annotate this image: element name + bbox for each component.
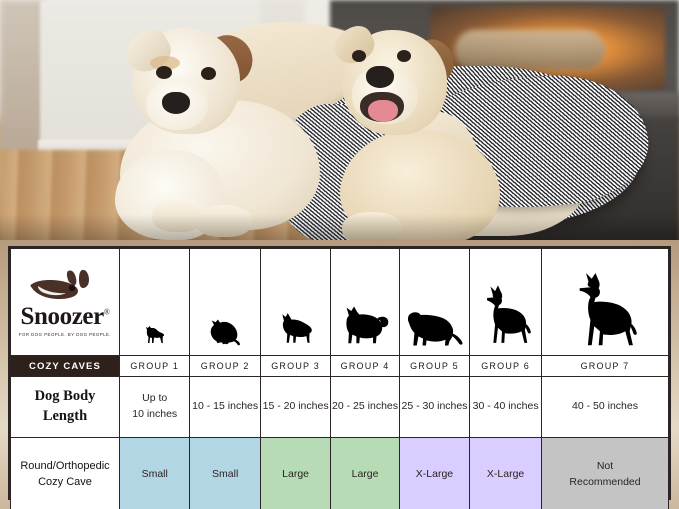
- silhouette-cell-group-7: [540, 248, 670, 356]
- brand-wordmark: Snoozer®: [21, 304, 110, 329]
- dog-body-length-row: Dog Body Length Up to 10 inches 10 - 15 …: [10, 376, 670, 438]
- boston-terrier-silhouette-icon: [261, 249, 330, 355]
- chart-frame-inner: Snoozer® FOR DOG PEOPLE. BY DOG PEOPLE.: [8, 246, 671, 509]
- recommendation-cell-7: Not Recommended: [540, 437, 670, 509]
- dog-right-eye-left: [352, 50, 366, 62]
- body-length-value-1-line-1: Up to: [142, 392, 168, 405]
- body-length-value-7: 40 - 50 inches: [540, 376, 670, 438]
- great-dane-silhouette-icon: [542, 249, 668, 355]
- silhouette-cell-group-2: [189, 248, 261, 356]
- body-length-value-4: 20 - 25 inches: [330, 376, 400, 438]
- body-length-value-5: 25 - 30 inches: [398, 376, 471, 438]
- group-header-4: GROUP 4: [330, 355, 400, 377]
- chihuahua-silhouette-icon: [120, 249, 189, 355]
- cozy-cave-recommendation-row: Round/Orthopedic Cozy Cave Small Small L…: [10, 437, 670, 509]
- recommendation-cell-1: Small: [118, 437, 191, 509]
- dog-left-eye-left: [156, 66, 172, 79]
- dog-right-nose: [366, 66, 394, 88]
- cozy-caves-header: COZY CAVES: [10, 355, 120, 377]
- dog-left-paw-2: [196, 205, 252, 237]
- dog-right-eye-right: [397, 50, 411, 62]
- dog-right-paw: [342, 212, 402, 243]
- row-label-line-2: Length: [42, 408, 88, 424]
- row-label-cozy-cave: Round/Orthopedic Cozy Cave: [10, 437, 120, 509]
- body-length-value-1-line-2: 10 inches: [132, 408, 178, 420]
- doberman-silhouette-icon: [470, 249, 541, 355]
- silhouette-cell-group-6: [469, 248, 542, 356]
- silhouette-row: Snoozer® FOR DOG PEOPLE. BY DOG PEOPLE.: [10, 248, 670, 356]
- dog-left-eye-right: [201, 67, 216, 80]
- hero-photo: [0, 0, 679, 243]
- recommendation-cell-7-line-2: Recommended: [569, 476, 641, 488]
- recommendation-cell-2: Small: [189, 437, 261, 509]
- body-length-value-6: 30 - 40 inches: [469, 376, 542, 438]
- row-label-line-1: Dog Body: [34, 388, 96, 405]
- registered-mark: ®: [103, 307, 110, 317]
- chart-frame: Snoozer® FOR DOG PEOPLE. BY DOG PEOPLE.: [0, 240, 679, 509]
- row-label-cc-line-1: Round/Orthopedic: [20, 460, 110, 473]
- group-header-row: COZY CAVES GROUP 1 GROUP 2 GROUP 3 GROUP…: [10, 355, 670, 377]
- silhouette-cell-group-3: [259, 248, 332, 356]
- dog-size-chart-table: Snoozer® FOR DOG PEOPLE. BY DOG PEOPLE.: [10, 248, 670, 509]
- group-header-3: GROUP 3: [259, 355, 332, 377]
- photo-vignette: [0, 0, 679, 243]
- group-header-6: GROUP 6: [469, 355, 542, 377]
- golden-retriever-silhouette-icon: [400, 249, 469, 355]
- brand-logo-cell: Snoozer® FOR DOG PEOPLE. BY DOG PEOPLE.: [10, 248, 120, 356]
- row-label-cc-line-2: Cozy Cave: [38, 476, 92, 488]
- fireplace-log: [455, 30, 605, 70]
- recommendation-cell-5: X-Large: [398, 437, 471, 509]
- dog-left-paw-1: [152, 198, 204, 232]
- wall-left: [0, 0, 46, 152]
- silhouette-cell-group-5: [398, 248, 471, 356]
- group-header-7: GROUP 7: [540, 355, 670, 377]
- snoozer-dog-head-logo-icon: [28, 269, 102, 303]
- row-label-dog-body-length: Dog Body Length: [10, 376, 120, 438]
- recommendation-cell-7-line-1: Not: [596, 460, 614, 473]
- body-length-value-1: Up to 10 inches: [118, 376, 191, 438]
- group-header-2: GROUP 2: [189, 355, 261, 377]
- silhouette-cell-group-4: [330, 248, 400, 356]
- brand-name: Snoozer: [20, 303, 105, 331]
- recommendation-cell-6: X-Large: [469, 437, 542, 509]
- dog-left-nose: [162, 92, 190, 114]
- group-header-5: GROUP 5: [398, 355, 471, 377]
- dog-left-brow: [150, 56, 180, 70]
- body-length-value-3: 15 - 20 inches: [259, 376, 332, 438]
- shiba-inu-silhouette-icon: [331, 249, 398, 355]
- body-length-value-2: 10 - 15 inches: [189, 376, 261, 438]
- recommendation-cell-3: Large: [259, 437, 332, 509]
- silhouette-cell-group-1: [118, 248, 191, 356]
- dog-right-tongue: [368, 100, 398, 122]
- brand-tagline: FOR DOG PEOPLE. BY DOG PEOPLE.: [18, 331, 112, 337]
- group-header-1: GROUP 1: [118, 355, 191, 377]
- recommendation-cell-4: Large: [330, 437, 400, 509]
- pomeranian-silhouette-icon: [190, 249, 259, 355]
